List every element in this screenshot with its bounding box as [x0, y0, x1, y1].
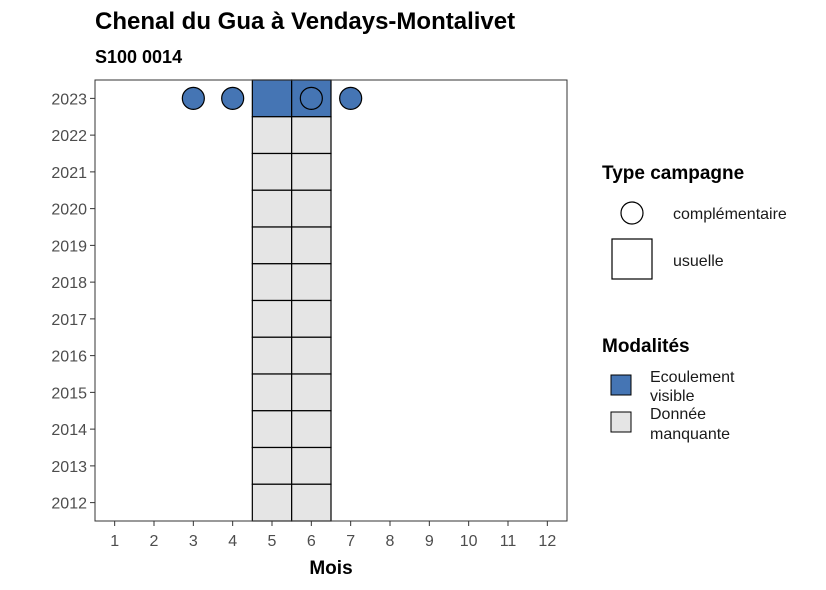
legend-key-donnee-manquante — [610, 411, 632, 433]
x-axis: 1 2 3 4 5 6 7 8 9 10 11 12 — [110, 521, 556, 550]
chart-title: Chenal du Gua à Vendays-Montalivet — [95, 8, 515, 35]
legend-modalites-title: Modalités — [602, 336, 690, 357]
y-tick-label: 2022 — [51, 128, 87, 145]
x-tick-label: 1 — [110, 533, 119, 550]
usuelle-cell — [251, 116, 293, 155]
legend-modalites: Modalités Ecoulement visible Donnée manq… — [602, 336, 735, 443]
x-tick-label: 2 — [150, 533, 159, 550]
legend-label-donnee-line1: Donnée — [650, 406, 706, 423]
x-tick-label: 6 — [307, 533, 316, 550]
legend-square-key — [611, 238, 653, 280]
legend-type-label-usuelle: usuelle — [673, 253, 724, 270]
legend-circle-key — [620, 201, 644, 225]
usuelle-cell — [251, 336, 293, 375]
y-tick-label: 2015 — [51, 385, 87, 402]
usuelle-cell — [251, 446, 293, 485]
legend-label-ecoulement-line2: visible — [650, 388, 695, 405]
x-tick-label: 10 — [460, 533, 478, 550]
y-tick-label: 2016 — [51, 349, 87, 366]
legend-key-ecoulement-visible — [610, 374, 632, 396]
y-axis: 2012 2013 2014 2015 2016 2017 2018 2019 2020 2021… — [51, 91, 95, 513]
usuelle-cell — [291, 483, 332, 522]
usuelle-cell — [251, 152, 293, 191]
usuelle-cells — [251, 79, 332, 522]
y-tick-label: 2018 — [51, 275, 87, 292]
usuelle-cell — [251, 263, 293, 302]
usuelle-cell — [291, 226, 332, 265]
usuelle-cell — [291, 410, 332, 449]
y-tick-label: 2023 — [51, 91, 87, 108]
x-tick-label: 12 — [538, 533, 556, 550]
x-tick-label: 8 — [386, 533, 395, 550]
y-tick-label: 2017 — [51, 312, 87, 329]
usuelle-cell — [291, 373, 332, 412]
complementaire-point — [221, 86, 245, 110]
usuelle-cell — [251, 483, 293, 522]
usuelle-cell — [251, 410, 293, 449]
y-tick-label: 2012 — [51, 496, 87, 513]
complementaire-points — [181, 86, 363, 110]
usuelle-cell — [251, 189, 293, 228]
x-tick-label: 11 — [500, 533, 517, 550]
legend-label-ecoulement-line1: Ecoulement — [650, 369, 735, 386]
x-tick-label: 5 — [268, 533, 277, 550]
usuelle-cell — [291, 152, 332, 191]
legend-type-campagne: Type campagne complémentaire usuelle — [602, 163, 787, 280]
usuelle-cell — [291, 263, 332, 302]
usuelle-cell — [251, 79, 293, 118]
x-tick-label: 7 — [346, 533, 355, 550]
y-tick-label: 2020 — [51, 202, 87, 219]
y-tick-label: 2013 — [51, 459, 87, 476]
usuelle-cell — [291, 189, 332, 228]
plot-border — [94, 79, 568, 522]
legend-label-donnee-line2: manquante — [650, 426, 730, 443]
complementaire-point — [339, 86, 363, 110]
usuelle-cell — [291, 116, 332, 155]
y-tick-label: 2014 — [51, 422, 87, 439]
x-tick-label: 4 — [228, 533, 237, 550]
usuelle-cell — [291, 336, 332, 375]
complementaire-point — [181, 86, 205, 110]
legend-type-title: Type campagne — [602, 163, 744, 184]
x-axis-title: Mois — [309, 558, 352, 579]
usuelle-cell — [251, 299, 293, 338]
usuelle-cell — [251, 373, 293, 412]
legend-type-label-complementaire: complémentaire — [673, 206, 787, 223]
y-tick-label: 2021 — [51, 165, 87, 182]
x-tick-label: 3 — [189, 533, 198, 550]
usuelle-cell — [291, 299, 332, 338]
usuelle-cell — [291, 446, 332, 485]
usuelle-cell — [251, 226, 293, 265]
complementaire-point — [299, 86, 323, 110]
chart-subtitle: S100 0014 — [95, 47, 182, 67]
y-tick-label: 2019 — [51, 238, 87, 255]
x-tick-label: 9 — [425, 533, 434, 550]
